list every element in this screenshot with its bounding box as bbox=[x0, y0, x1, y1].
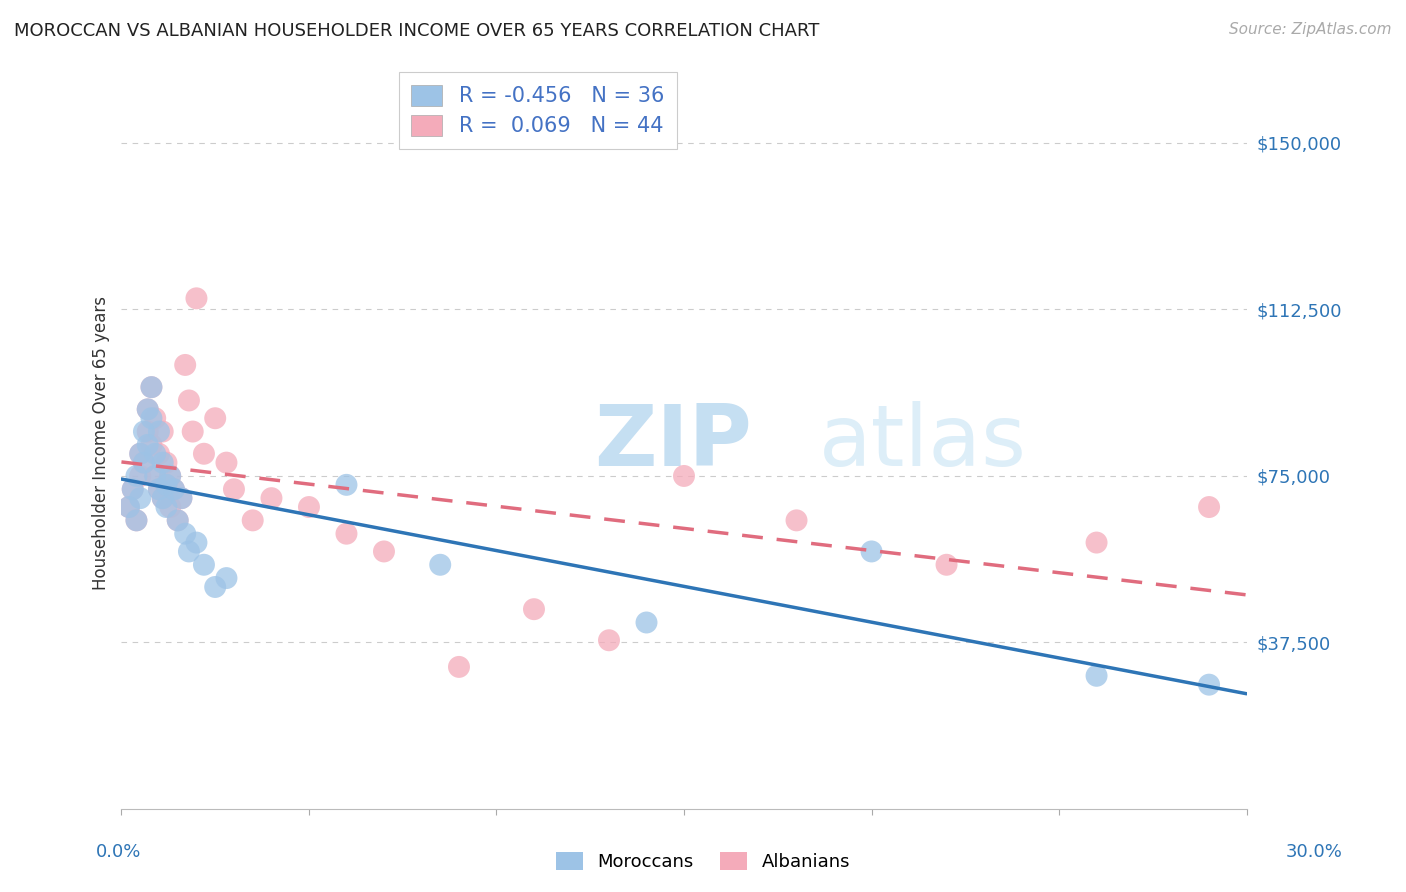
Point bbox=[186, 535, 208, 549]
Point bbox=[152, 491, 174, 505]
Point bbox=[148, 447, 170, 461]
Point bbox=[215, 571, 238, 585]
Point bbox=[129, 447, 152, 461]
Point bbox=[260, 491, 283, 505]
Point bbox=[132, 456, 155, 470]
Point bbox=[186, 291, 208, 305]
Point bbox=[143, 411, 166, 425]
Point bbox=[174, 358, 197, 372]
Point bbox=[1198, 678, 1220, 692]
Legend: Moroccans, Albanians: Moroccans, Albanians bbox=[548, 846, 858, 879]
Point bbox=[136, 402, 159, 417]
Point bbox=[132, 425, 155, 439]
Text: 30.0%: 30.0% bbox=[1286, 843, 1343, 861]
Point bbox=[166, 513, 188, 527]
Point bbox=[121, 483, 143, 497]
Legend: R = -0.456   N = 36, R =  0.069   N = 44: R = -0.456 N = 36, R = 0.069 N = 44 bbox=[398, 72, 676, 149]
Point bbox=[155, 500, 177, 514]
Point bbox=[373, 544, 395, 558]
Point bbox=[141, 411, 163, 425]
Point bbox=[136, 438, 159, 452]
Text: MOROCCAN VS ALBANIAN HOUSEHOLDER INCOME OVER 65 YEARS CORRELATION CHART: MOROCCAN VS ALBANIAN HOUSEHOLDER INCOME … bbox=[14, 22, 820, 40]
Point bbox=[598, 633, 620, 648]
Point bbox=[1085, 535, 1108, 549]
Point bbox=[174, 526, 197, 541]
Point bbox=[935, 558, 957, 572]
Text: ZIP: ZIP bbox=[593, 401, 752, 484]
Point bbox=[222, 483, 245, 497]
Point bbox=[447, 660, 470, 674]
Point bbox=[143, 469, 166, 483]
Point bbox=[170, 491, 193, 505]
Point bbox=[177, 544, 200, 558]
Point bbox=[672, 469, 695, 483]
Point bbox=[129, 447, 152, 461]
Point bbox=[193, 447, 215, 461]
Text: Source: ZipAtlas.com: Source: ZipAtlas.com bbox=[1229, 22, 1392, 37]
Point bbox=[141, 380, 163, 394]
Point bbox=[136, 402, 159, 417]
Point bbox=[636, 615, 658, 630]
Point bbox=[152, 491, 174, 505]
Point bbox=[159, 469, 181, 483]
Point bbox=[335, 526, 357, 541]
Y-axis label: Householder Income Over 65 years: Householder Income Over 65 years bbox=[93, 295, 110, 590]
Text: 0.0%: 0.0% bbox=[96, 843, 141, 861]
Point bbox=[118, 500, 141, 514]
Point bbox=[523, 602, 546, 616]
Point bbox=[155, 478, 177, 492]
Point bbox=[159, 469, 181, 483]
Point bbox=[204, 411, 226, 425]
Point bbox=[141, 380, 163, 394]
Point bbox=[298, 500, 321, 514]
Point bbox=[163, 483, 186, 497]
Point bbox=[1198, 500, 1220, 514]
Point bbox=[166, 513, 188, 527]
Point bbox=[163, 483, 186, 497]
Point bbox=[860, 544, 883, 558]
Point bbox=[148, 425, 170, 439]
Point bbox=[242, 513, 264, 527]
Point bbox=[152, 456, 174, 470]
Point bbox=[181, 425, 204, 439]
Point bbox=[786, 513, 808, 527]
Point bbox=[159, 500, 181, 514]
Point bbox=[129, 469, 152, 483]
Point bbox=[170, 491, 193, 505]
Point bbox=[132, 456, 155, 470]
Point bbox=[136, 425, 159, 439]
Point bbox=[129, 491, 152, 505]
Point bbox=[143, 447, 166, 461]
Point bbox=[155, 478, 177, 492]
Point bbox=[148, 483, 170, 497]
Point bbox=[429, 558, 451, 572]
Point bbox=[215, 456, 238, 470]
Point bbox=[193, 558, 215, 572]
Point bbox=[155, 456, 177, 470]
Point bbox=[204, 580, 226, 594]
Point bbox=[121, 483, 143, 497]
Point bbox=[118, 500, 141, 514]
Point bbox=[148, 483, 170, 497]
Point bbox=[152, 425, 174, 439]
Point bbox=[141, 438, 163, 452]
Point bbox=[1085, 669, 1108, 683]
Point bbox=[143, 469, 166, 483]
Point bbox=[125, 513, 148, 527]
Point bbox=[125, 469, 148, 483]
Point bbox=[177, 393, 200, 408]
Point bbox=[335, 478, 357, 492]
Point bbox=[125, 513, 148, 527]
Text: atlas: atlas bbox=[820, 401, 1026, 484]
